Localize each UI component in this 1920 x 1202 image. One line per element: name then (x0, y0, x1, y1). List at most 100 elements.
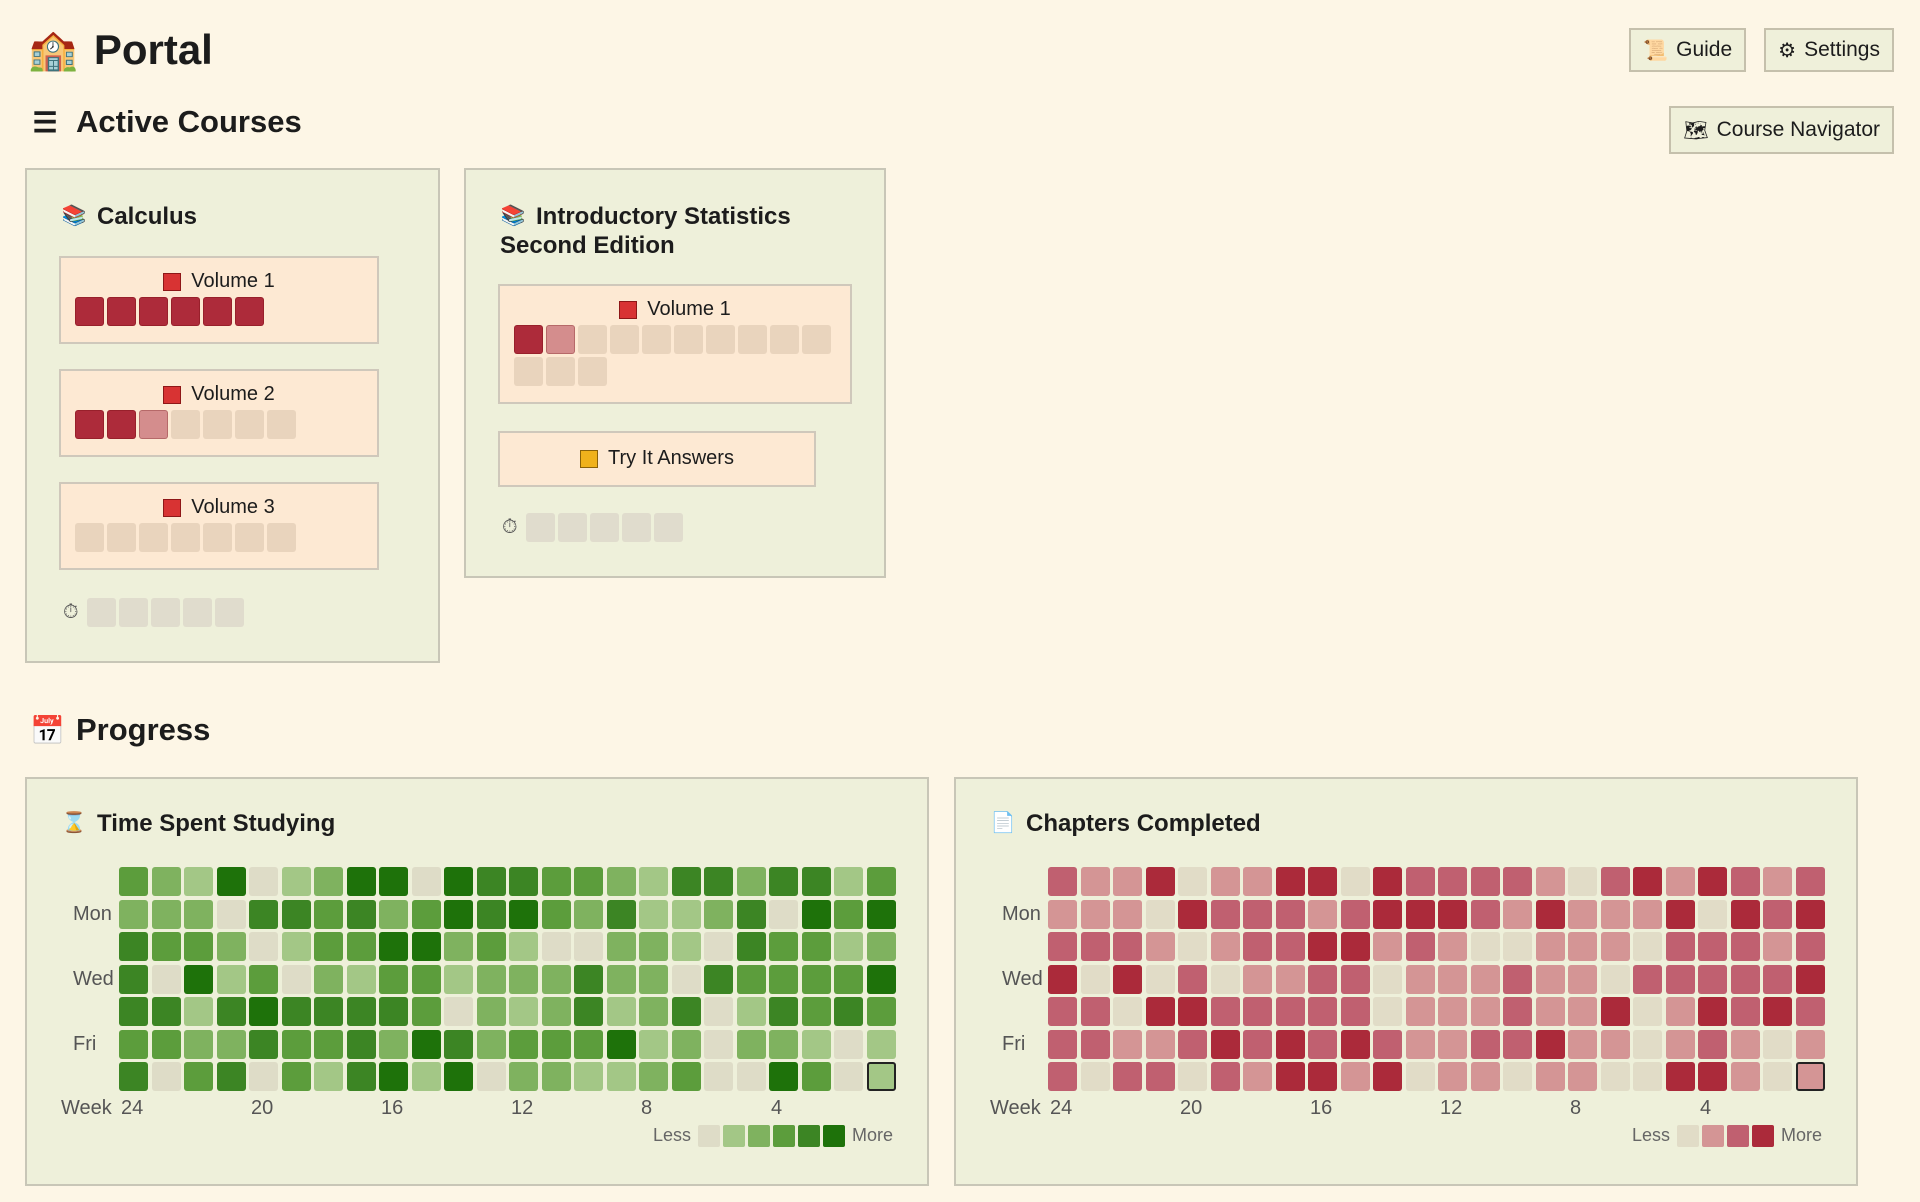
chapter-cell-not-started[interactable] (267, 410, 296, 439)
heatmap-cell[interactable] (671, 867, 701, 896)
heatmap-cell[interactable] (281, 932, 311, 961)
heatmap-cell[interactable] (119, 932, 148, 961)
heatmap-cell[interactable] (216, 997, 246, 1026)
heatmap-cell[interactable] (1698, 1029, 1727, 1059)
heatmap-cell[interactable] (184, 867, 213, 896)
heatmap-cell[interactable] (1503, 899, 1532, 929)
heatmap-cell[interactable] (801, 997, 831, 1026)
heatmap-cell[interactable] (1340, 1029, 1370, 1059)
heatmap-cell[interactable] (639, 1062, 668, 1091)
heatmap-cell[interactable] (281, 964, 311, 994)
heatmap-cell[interactable] (119, 997, 148, 1026)
course-title-calculus[interactable]: 📚 Calculus (61, 202, 197, 231)
heatmap-cell[interactable] (1275, 899, 1305, 929)
heatmap-cell[interactable] (801, 932, 831, 961)
chapter-cell-completed[interactable] (139, 297, 168, 326)
heatmap-cell[interactable] (119, 899, 148, 929)
heatmap-cell[interactable] (1665, 932, 1695, 961)
heatmap-cell[interactable] (736, 899, 766, 929)
heatmap-cell[interactable] (866, 1029, 896, 1059)
chapter-cell-not-started[interactable] (203, 523, 232, 552)
heatmap-cell[interactable] (866, 997, 896, 1026)
heatmap-cell[interactable] (411, 899, 441, 929)
heatmap-cell[interactable] (1178, 899, 1207, 929)
chapter-cell-not-started[interactable] (171, 410, 200, 439)
heatmap-cell[interactable] (1438, 1029, 1467, 1059)
heatmap-cell[interactable] (1795, 867, 1825, 896)
heatmap-cell[interactable] (639, 964, 668, 994)
heatmap-cell[interactable] (866, 964, 896, 994)
heatmap-cell[interactable] (1373, 1029, 1402, 1059)
chapter-cell-completed[interactable] (171, 297, 200, 326)
chapter-cell-completed[interactable] (107, 410, 136, 439)
heatmap-cell[interactable] (411, 997, 441, 1026)
heatmap-cell[interactable] (1600, 964, 1630, 994)
heatmap-cell[interactable] (1210, 964, 1240, 994)
heatmap-cell[interactable] (1080, 899, 1110, 929)
heatmap-cell[interactable] (476, 1062, 506, 1091)
heatmap-cell[interactable] (1048, 1029, 1077, 1059)
heatmap-cell[interactable] (509, 932, 538, 961)
heatmap-cell[interactable] (834, 1029, 863, 1059)
heatmap-cell[interactable] (1535, 932, 1565, 961)
heatmap-cell[interactable] (249, 997, 278, 1026)
heatmap-cell[interactable] (1373, 997, 1402, 1026)
heatmap-cell[interactable] (1535, 1029, 1565, 1059)
heatmap-cell[interactable] (1698, 964, 1727, 994)
try-it-answers-card[interactable]: Try It Answers (498, 431, 816, 487)
heatmap-cell[interactable] (1113, 1029, 1142, 1059)
heatmap-cell[interactable] (704, 899, 733, 929)
chapter-cell-completed[interactable] (203, 297, 232, 326)
heatmap-cell[interactable] (1535, 867, 1565, 896)
heatmap-cell[interactable] (249, 867, 278, 896)
heatmap-cell[interactable] (379, 964, 408, 994)
heatmap-cell[interactable] (346, 899, 376, 929)
heatmap-cell[interactable] (1340, 997, 1370, 1026)
heatmap-cell[interactable] (574, 997, 603, 1026)
heatmap-cell[interactable] (1698, 932, 1727, 961)
heatmap-cell[interactable] (1438, 997, 1467, 1026)
heatmap-cell[interactable] (1503, 1029, 1532, 1059)
heatmap-cell[interactable] (411, 932, 441, 961)
heatmap-cell[interactable] (541, 964, 571, 994)
heatmap-cell[interactable] (1178, 964, 1207, 994)
heatmap-cell[interactable] (801, 964, 831, 994)
heatmap-cell[interactable] (1405, 1029, 1435, 1059)
heatmap-cell[interactable] (606, 997, 636, 1026)
heatmap-cell[interactable] (1633, 1062, 1662, 1091)
heatmap-cell[interactable] (671, 964, 701, 994)
heatmap-cell[interactable] (1210, 997, 1240, 1026)
heatmap-cell[interactable] (1503, 867, 1532, 896)
heatmap-cell[interactable] (1470, 899, 1500, 929)
heatmap-cell[interactable] (379, 1029, 408, 1059)
heatmap-cell[interactable] (834, 964, 863, 994)
heatmap-cell[interactable] (216, 899, 246, 929)
heatmap-cell[interactable] (1405, 932, 1435, 961)
heatmap-cell[interactable] (1763, 997, 1792, 1026)
heatmap-cell[interactable] (509, 997, 538, 1026)
course-title-statistics[interactable]: 📚 Introductory Statistics Second Edition (500, 202, 791, 260)
heatmap-cell[interactable] (509, 867, 538, 896)
volume-card-stats-1[interactable]: Volume 1 (498, 284, 852, 404)
heatmap-cell[interactable] (184, 1062, 213, 1091)
heatmap-cell[interactable] (1178, 1029, 1207, 1059)
heatmap-cell[interactable] (704, 964, 733, 994)
heatmap-cell[interactable] (476, 899, 506, 929)
heatmap-cell[interactable] (1308, 964, 1337, 994)
chapter-cell-not-started[interactable] (738, 325, 767, 354)
heatmap-cell[interactable] (411, 867, 441, 896)
heatmap-cell[interactable] (1405, 867, 1435, 896)
heatmap-cell[interactable] (151, 932, 181, 961)
heatmap-cell[interactable] (1535, 964, 1565, 994)
heatmap-cell[interactable] (704, 932, 733, 961)
heatmap-cell[interactable] (1698, 1062, 1727, 1091)
heatmap-cell[interactable] (509, 1029, 538, 1059)
heatmap-cell[interactable] (1340, 932, 1370, 961)
heatmap-cell[interactable] (509, 899, 538, 929)
heatmap-cell[interactable] (1698, 899, 1727, 929)
heatmap-cell[interactable] (1048, 1062, 1077, 1091)
heatmap-cell[interactable] (1275, 964, 1305, 994)
heatmap-cell[interactable] (541, 932, 571, 961)
heatmap-cell[interactable] (736, 1062, 766, 1091)
heatmap-cell[interactable] (574, 867, 603, 896)
